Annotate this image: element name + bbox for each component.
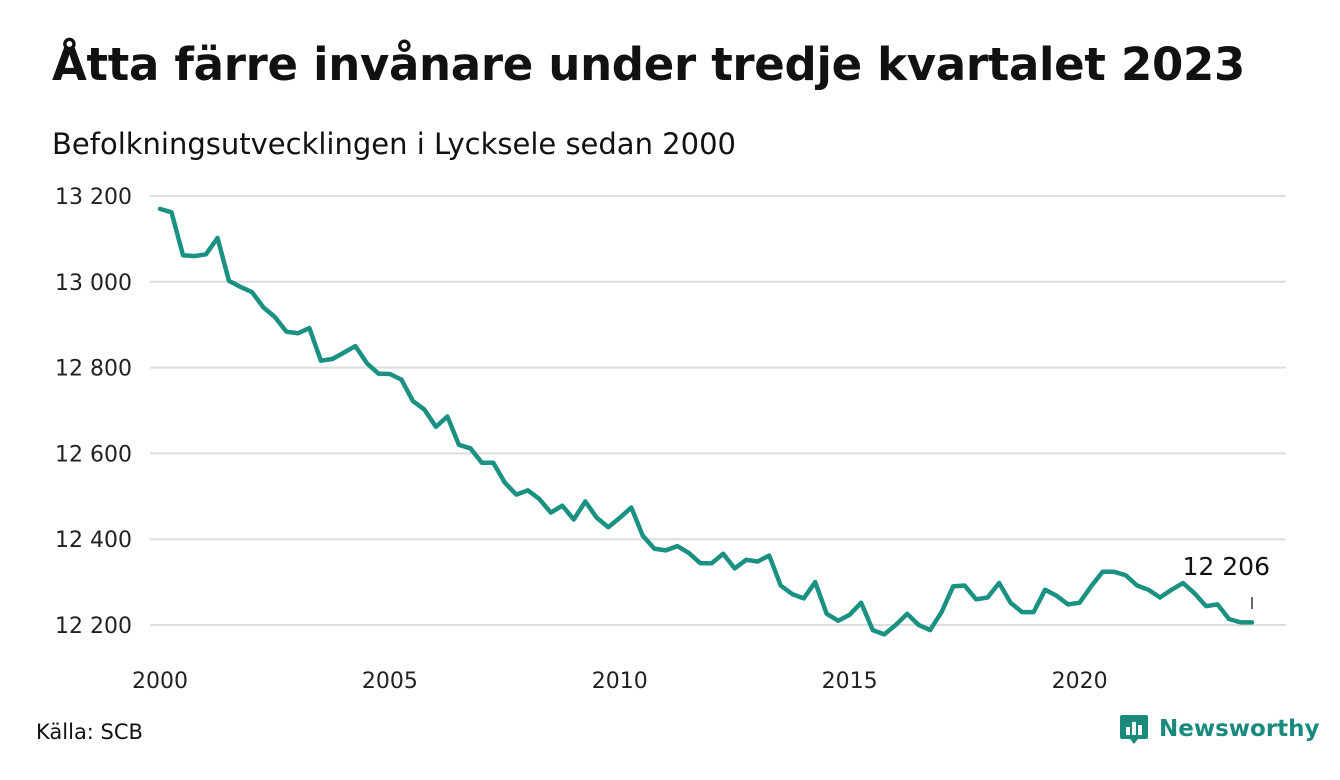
x-tick-label: 2020 xyxy=(1052,669,1108,694)
x-tick-label: 2015 xyxy=(822,669,878,694)
brand-name: Newsworthy xyxy=(1159,716,1320,742)
series-line xyxy=(157,206,1255,637)
y-tick-label: 12 600 xyxy=(55,442,132,467)
x-tick-label: 2000 xyxy=(132,669,188,694)
y-tick-label: 12 200 xyxy=(55,614,132,639)
newsworthy-logo: Newsworthy xyxy=(1119,713,1320,745)
last-value-label: 12 206 xyxy=(1183,552,1270,581)
line-chart: 12 200 12 400 12 600 12 800 13 000 13 200 2000… xyxy=(55,185,1286,694)
y-tick-label: 12 400 xyxy=(55,528,132,553)
x-tick-label: 2005 xyxy=(362,669,418,694)
y-tick-label: 13 200 xyxy=(55,185,132,210)
y-tick-label: 12 800 xyxy=(55,357,132,382)
chart-subtitle: Befolkningsutvecklingen i Lycksele sedan… xyxy=(52,127,736,161)
chart-bubble-icon xyxy=(1120,715,1148,744)
chart-title: Åtta färre invånare under tredje kvartal… xyxy=(52,38,1246,91)
x-tick-label: 2010 xyxy=(592,669,648,694)
y-tick-label: 13 000 xyxy=(55,271,132,296)
source-note: Källa: SCB xyxy=(36,720,143,744)
